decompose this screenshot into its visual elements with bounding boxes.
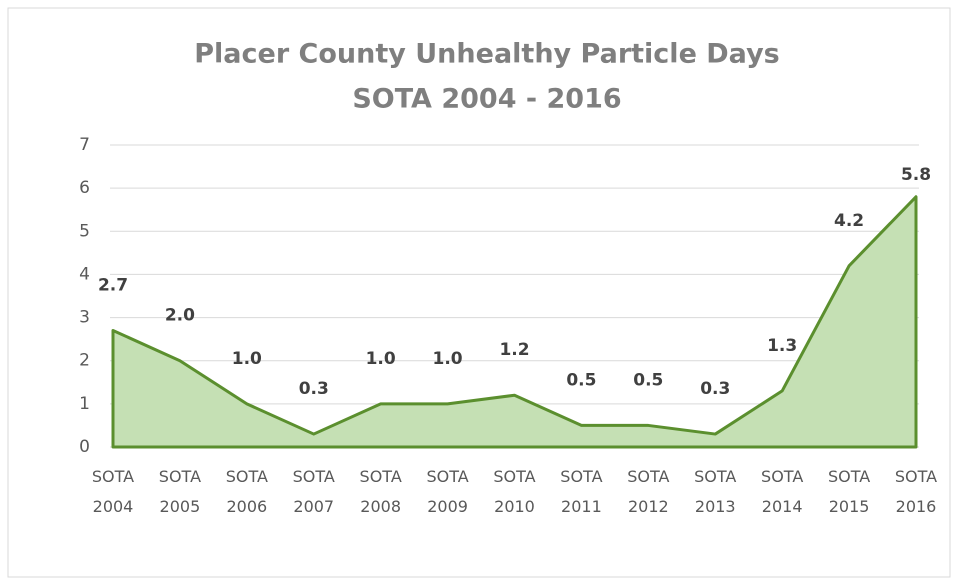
data-label: 0.5 bbox=[566, 370, 596, 390]
chart-title: Placer County Unhealthy Particle Days bbox=[194, 39, 780, 70]
data-label: 2.7 bbox=[98, 276, 128, 296]
data-label: 2.0 bbox=[165, 306, 195, 326]
x-tick-label: SOTA 2009 bbox=[426, 467, 468, 516]
data-label: 5.8 bbox=[901, 165, 931, 185]
x-tick-label: SOTA 2011 bbox=[560, 467, 602, 516]
x-tick-label: SOTA 2015 bbox=[828, 467, 870, 516]
x-tick-label: SOTA 2008 bbox=[360, 467, 402, 516]
x-tick-label: SOTA 2007 bbox=[293, 467, 335, 516]
data-label: 1.2 bbox=[499, 340, 529, 360]
y-tick-label: 3 bbox=[79, 308, 90, 328]
data-label: 0.3 bbox=[700, 379, 730, 399]
data-label: 1.3 bbox=[767, 336, 797, 356]
x-tick-label: SOTA 2004 bbox=[92, 467, 134, 516]
data-label: 1.0 bbox=[433, 349, 463, 369]
y-tick-label: 0 bbox=[79, 437, 90, 457]
data-label: 1.0 bbox=[366, 349, 396, 369]
x-tick-label: SOTA 2010 bbox=[493, 467, 535, 516]
y-tick-label: 6 bbox=[79, 178, 90, 198]
chart-frame bbox=[7, 7, 951, 578]
data-label: 0.3 bbox=[299, 379, 329, 399]
x-tick-label: SOTA 2012 bbox=[627, 467, 669, 516]
y-tick-label: 5 bbox=[79, 221, 90, 241]
x-tick-label: SOTA 2013 bbox=[694, 467, 736, 516]
data-label: 0.5 bbox=[633, 370, 663, 390]
x-tick-label: SOTA 2016 bbox=[895, 467, 937, 516]
y-tick-label: 4 bbox=[79, 264, 90, 284]
x-tick-label: SOTA 2014 bbox=[761, 467, 803, 516]
chart-subtitle: SOTA 2004 - 2016 bbox=[352, 84, 621, 115]
y-tick-label: 2 bbox=[79, 351, 90, 371]
data-label: 1.0 bbox=[232, 349, 262, 369]
x-tick-label: SOTA 2006 bbox=[226, 467, 268, 516]
x-tick-label: SOTA 2005 bbox=[159, 467, 201, 516]
y-tick-label: 7 bbox=[79, 135, 90, 155]
y-tick-label: 1 bbox=[79, 394, 90, 414]
data-label: 4.2 bbox=[834, 211, 864, 231]
area-fill bbox=[111, 195, 918, 449]
